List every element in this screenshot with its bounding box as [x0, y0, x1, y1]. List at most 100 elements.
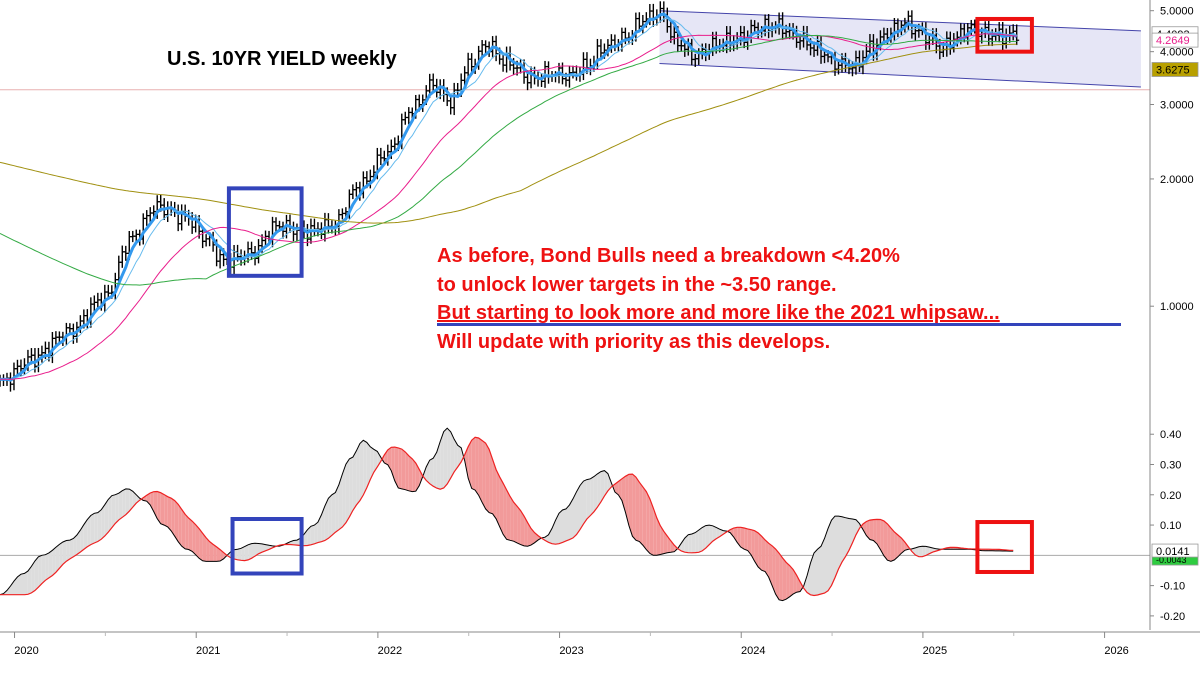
oscillator-fill	[740, 527, 745, 550]
oscillator-fill	[604, 470, 608, 497]
oscillator-fill	[548, 528, 552, 544]
oscillator-fill	[922, 546, 926, 557]
moving-average-line	[0, 34, 1017, 286]
oscillator-fill	[38, 555, 42, 588]
price-bar	[580, 52, 586, 81]
oscillator-fill	[55, 544, 60, 573]
chart-title: U.S. 10YR YIELD weekly	[167, 48, 397, 70]
oscillator-fill	[118, 490, 123, 520]
oscillator-fill	[897, 535, 902, 557]
oscillator-fill	[663, 531, 668, 554]
oscillator-fill	[185, 514, 189, 550]
x-tick-label: 2025	[923, 645, 947, 657]
y-tick-label: 5.0000	[1160, 6, 1194, 18]
last-value-label: 0.0141	[1156, 546, 1190, 558]
oscillator-fill	[349, 457, 353, 517]
oscillator-fill	[758, 532, 762, 571]
oscillator-fill	[796, 575, 801, 593]
oscillator-fill	[373, 449, 378, 473]
oscillator-fill	[66, 540, 70, 562]
oscillator-fill	[817, 546, 821, 595]
oscillator-fill	[489, 449, 493, 514]
annotation-line-4: Will update with priority as this develo…	[437, 331, 831, 353]
oscillator-fill	[324, 498, 329, 541]
y-tick-label: -0.10	[1160, 581, 1185, 593]
oscillator-fill	[87, 515, 91, 547]
oscillator-fill	[590, 476, 594, 516]
price-bar	[294, 223, 300, 242]
oscillator-fill	[136, 494, 140, 504]
oscillator-fill	[849, 518, 853, 551]
oscillator-fill	[412, 458, 416, 492]
oscillator-fill	[164, 494, 168, 527]
oscillator-fill	[27, 566, 32, 595]
oscillator-fill	[824, 528, 828, 594]
oscillator-fill	[524, 516, 528, 547]
oscillator-fill	[688, 534, 692, 553]
oscillator-panel	[0, 427, 1150, 602]
oscillator-fill	[310, 525, 315, 545]
oscillator-fill	[213, 544, 217, 562]
y-tick-label: 0.30	[1160, 460, 1181, 472]
oscillator-fill	[768, 543, 773, 586]
oscillator-fill	[394, 447, 399, 488]
oscillator-fill	[251, 543, 255, 559]
price-bar	[119, 245, 125, 268]
oscillator-fill	[566, 504, 570, 541]
oscillator-fill	[464, 446, 469, 479]
oscillator-fill	[772, 545, 776, 595]
oscillator-fill	[14, 576, 18, 595]
oscillator-fill	[321, 505, 325, 542]
oscillator-fill	[80, 524, 84, 552]
oscillator-fill	[810, 553, 814, 596]
highlight-box	[975, 16, 1034, 54]
oscillator-fill	[356, 443, 360, 505]
oscillator-fill	[31, 561, 35, 593]
oscillator-fill	[408, 455, 413, 492]
price-bar	[350, 184, 356, 200]
highlight-box	[975, 520, 1034, 574]
oscillator-fill	[433, 452, 437, 489]
oscillator-fill	[681, 538, 685, 553]
oscillator-fill	[384, 449, 388, 465]
x-tick-label: 2020	[14, 645, 38, 657]
oscillator-fill	[506, 489, 511, 541]
oscillator-fill	[7, 586, 11, 595]
oscillator-fill	[108, 495, 112, 533]
oscillator-fill	[513, 502, 518, 543]
oscillator-fill	[345, 458, 350, 523]
oscillator-fill	[873, 519, 877, 544]
price-bar	[203, 234, 209, 247]
oscillator-fill	[331, 492, 336, 536]
oscillator-fill	[450, 431, 455, 479]
oscillator-fill	[335, 484, 339, 533]
oscillator-fill	[597, 471, 601, 508]
x-tick-label: 2023	[559, 645, 583, 657]
oscillator-fill	[314, 522, 318, 544]
moving-average-line	[0, 12, 1018, 382]
oscillator-fill	[338, 474, 343, 530]
oscillator-fill	[94, 512, 98, 543]
oscillator-fill	[157, 491, 161, 524]
y-tick-label: 0.10	[1160, 520, 1181, 532]
oscillator-fill	[831, 516, 835, 586]
oscillator-fill	[48, 550, 53, 578]
oscillator-fill	[307, 526, 311, 546]
highlight-box	[226, 186, 304, 278]
oscillator-fill	[646, 491, 650, 554]
oscillator-fill	[890, 528, 895, 562]
oscillator-fill	[925, 546, 930, 556]
oscillator-fill	[642, 486, 647, 550]
oscillator-fast-line	[0, 427, 1014, 602]
oscillator-fill	[443, 428, 448, 488]
oscillator-fill	[866, 520, 870, 540]
oscillator-fill	[814, 549, 818, 596]
oscillator-fill	[342, 464, 346, 527]
y-tick-label: 2.0000	[1160, 174, 1194, 186]
oscillator-fill	[419, 469, 423, 486]
oscillator-fill	[41, 554, 46, 584]
oscillator-fill	[789, 565, 794, 597]
price-bar	[451, 82, 457, 116]
oscillator-fill	[447, 428, 451, 484]
oscillator-fill	[363, 440, 367, 495]
